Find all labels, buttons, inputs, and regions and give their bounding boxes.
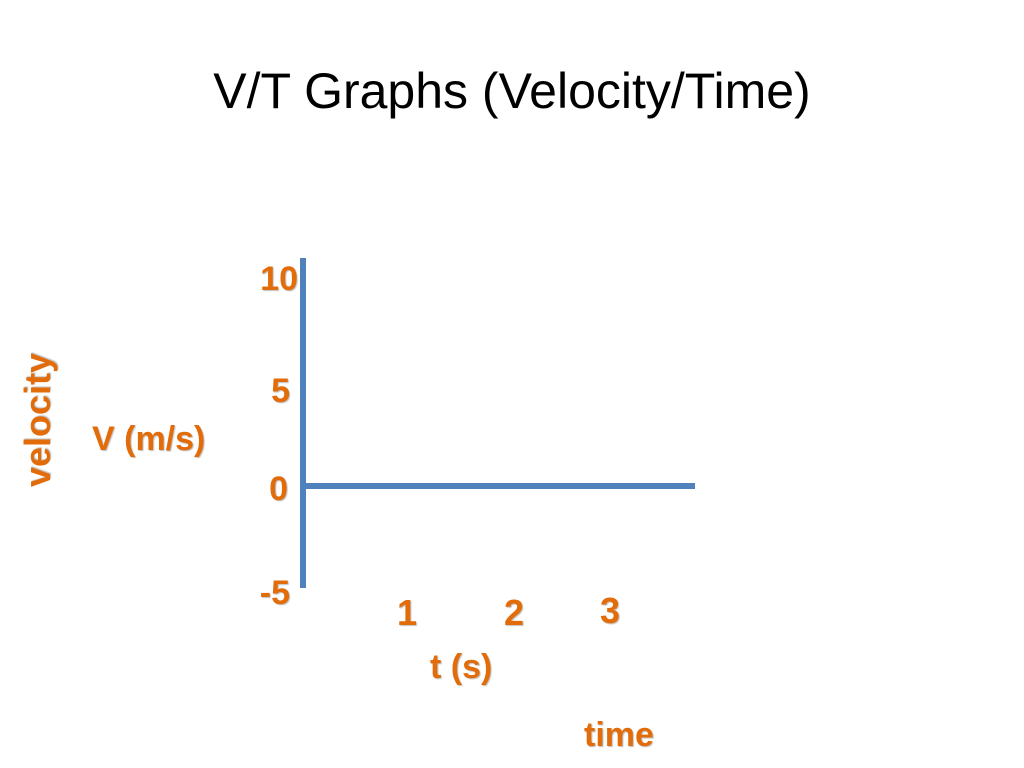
y-axis-unit-label: V (m/s) bbox=[92, 420, 206, 458]
x-axis-unit-label: t (s) bbox=[430, 648, 493, 686]
y-tick-label-0: 0 bbox=[269, 470, 288, 508]
y-tick-label-5: 5 bbox=[271, 372, 290, 410]
y-tick-label-10: 10 bbox=[260, 260, 298, 298]
x-tick-label-2: 2 bbox=[503, 592, 525, 633]
x-tick-label-3: 3 bbox=[599, 590, 621, 631]
y-tick-label-neg5: -5 bbox=[259, 574, 290, 612]
x-tick-label-1: 1 bbox=[396, 592, 418, 633]
x-axis-word-label: time bbox=[584, 716, 654, 754]
y-axis-word-label: velocity bbox=[17, 352, 58, 488]
slide-title: V/T Graphs (Velocity/Time) bbox=[213, 63, 811, 119]
